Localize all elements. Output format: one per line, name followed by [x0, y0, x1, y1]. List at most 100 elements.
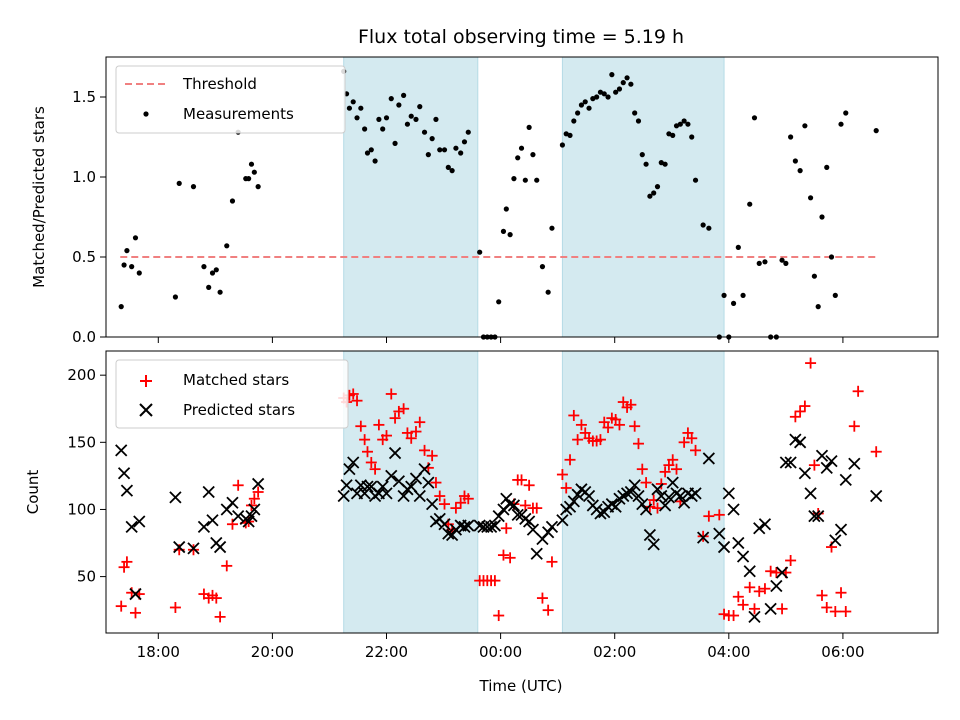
predicted-star-point: [666, 476, 679, 489]
measurement-point: [689, 134, 695, 140]
measurement-point: [421, 129, 428, 135]
measurement-point: [788, 134, 794, 140]
measurement-point: [651, 190, 657, 196]
matched-star-point: [542, 604, 554, 616]
predicted-star-point: [488, 519, 502, 532]
matched-star-point: [744, 581, 756, 593]
legend-measurements-marker: [143, 111, 149, 117]
predicted-star-point: [545, 520, 559, 534]
predicted-star-point: [825, 454, 838, 468]
measurement-point: [832, 292, 838, 298]
predicted-star-point: [722, 487, 735, 500]
predicted-star-point: [347, 456, 360, 469]
matched-star-point: [389, 412, 401, 424]
predicted-star-point: [252, 477, 265, 491]
predicted-star-point: [697, 531, 710, 544]
predicted-star-point: [770, 579, 783, 593]
y-tick-label: 1.0: [72, 168, 96, 186]
top-panel-frame: [105, 56, 939, 338]
x-tick-label: 02:00: [593, 643, 636, 661]
matched-star-point: [252, 486, 264, 498]
x-tick-label: 00:00: [479, 643, 522, 661]
predicted-star-point: [458, 520, 471, 534]
predicted-star-point: [758, 518, 772, 531]
measurement-point: [730, 300, 737, 306]
measurement-point: [721, 292, 727, 298]
matched-star-point: [575, 419, 587, 431]
measurement-point: [792, 158, 798, 164]
measurement-point: [388, 96, 394, 102]
matched-star-point: [359, 434, 371, 446]
matched-star-point: [169, 601, 181, 613]
matched-star-point: [640, 477, 652, 489]
measurement-point: [354, 115, 360, 121]
matched-star-point: [655, 478, 667, 490]
predicted-star-point: [662, 491, 676, 504]
measurement-point: [824, 164, 830, 170]
measurement-point: [797, 168, 803, 174]
matched-star-point: [732, 591, 744, 603]
predicted-star-point: [753, 522, 766, 535]
matched-star-point: [556, 469, 568, 481]
measurement-point: [740, 292, 746, 298]
matched-star-point: [351, 395, 363, 407]
matched-star-point: [439, 498, 451, 510]
matched-star-point: [546, 556, 558, 568]
matched-star-point: [232, 479, 244, 491]
measurement-point: [632, 110, 638, 116]
predicted-star-point: [632, 489, 645, 503]
matched-star-point: [808, 459, 820, 471]
measurement-point: [762, 259, 768, 265]
matched-star-point: [625, 399, 637, 411]
matched-star-point: [776, 603, 788, 615]
measurement-point: [176, 180, 182, 186]
measurement-point: [376, 116, 382, 122]
matched-star-point: [718, 608, 730, 620]
predicted-star-point: [834, 523, 848, 536]
measurement-point: [251, 169, 257, 175]
predicted-star-point: [115, 444, 128, 457]
measurement-point: [586, 105, 592, 111]
measurement-point: [802, 123, 808, 129]
measurement-point: [534, 177, 540, 183]
matched-star-point: [523, 479, 535, 491]
measurement-point: [429, 136, 435, 142]
matched-star-point: [568, 409, 580, 421]
measurement-point: [807, 195, 814, 201]
measurement-point: [124, 248, 130, 254]
predicted-star-point: [245, 510, 258, 523]
legend-threshold-label: Threshold: [182, 75, 257, 93]
measurement-point: [601, 91, 607, 97]
measurement-point: [404, 121, 411, 127]
measurement-point: [458, 150, 464, 156]
matched-star-point: [667, 454, 679, 466]
predicted-star-point: [639, 503, 653, 516]
x-tick-label: 22:00: [365, 643, 408, 661]
predicted-star-point: [713, 527, 726, 540]
predicted-stars-series: [115, 433, 883, 624]
matched-star-point: [697, 530, 709, 542]
predicted-star-point: [418, 463, 431, 476]
matched-star-point: [430, 477, 442, 489]
measurement-point: [635, 118, 642, 124]
measurements-series: [118, 68, 879, 340]
measurement-point: [500, 228, 507, 234]
matched-star-point: [373, 419, 385, 431]
measurement-point: [654, 184, 661, 190]
measurement-point: [477, 249, 483, 255]
bottom-legend: Matched stars Predicted stars: [115, 359, 349, 429]
predicted-star-point: [484, 520, 498, 534]
matched-star-point: [504, 552, 516, 564]
matched-star-point: [829, 606, 841, 618]
y-tick-label: 0.0: [72, 328, 96, 346]
measurement-point: [465, 129, 471, 135]
legend-predicted-marker: [139, 403, 153, 417]
shaded-interval-2: [561, 56, 725, 338]
matched-star-point: [852, 385, 864, 397]
matched-star-point: [450, 502, 462, 514]
matched-star-point: [214, 611, 226, 623]
predicted-star-point: [438, 518, 451, 531]
bottom-legend-box: [115, 359, 349, 429]
bottom-points: [115, 357, 883, 624]
predicted-star-point: [848, 457, 861, 470]
